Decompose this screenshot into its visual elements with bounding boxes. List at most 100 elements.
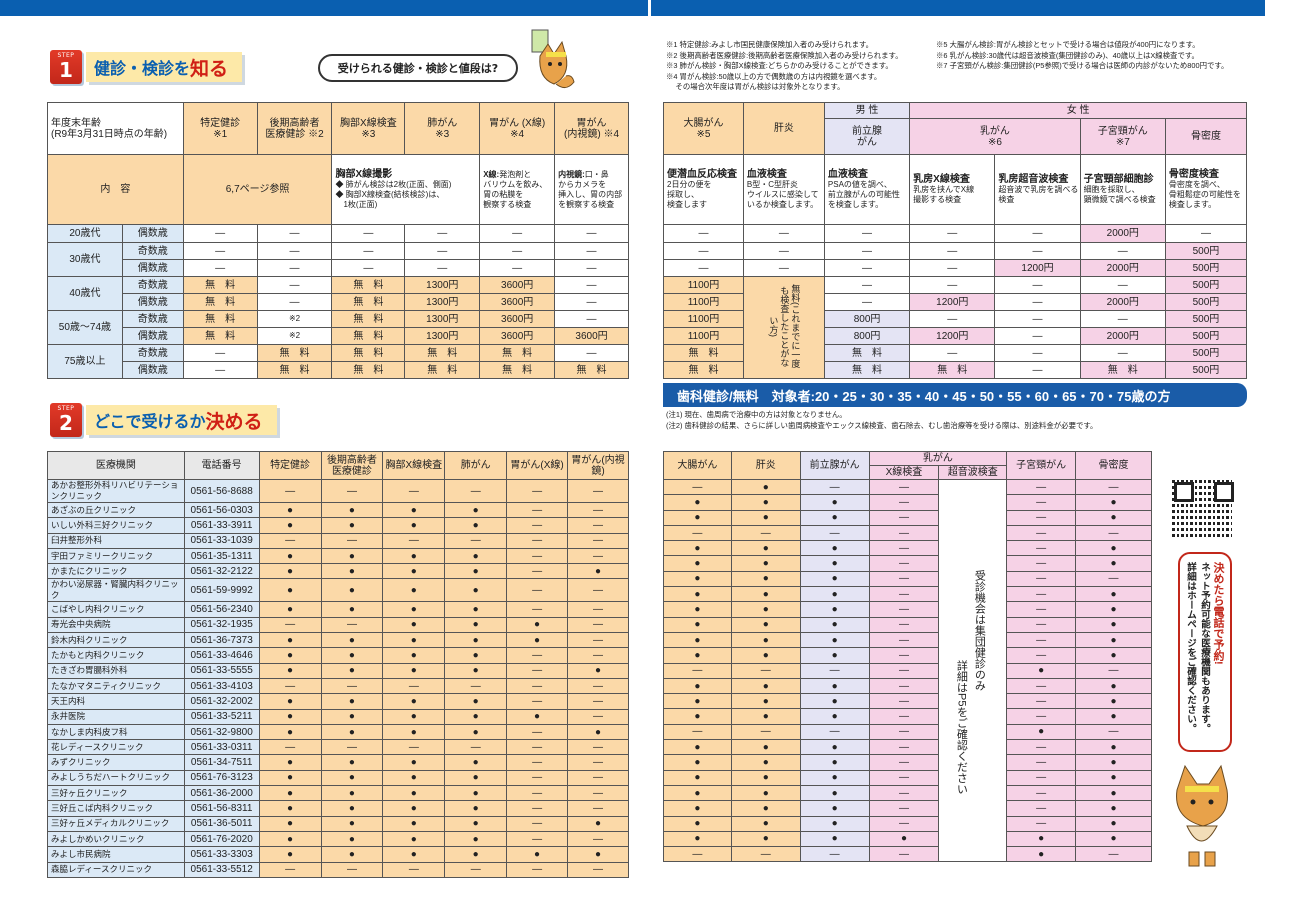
service-cell: — — [258, 532, 322, 549]
service-cell: ● — [1075, 677, 1152, 695]
service-cell: ● — [1075, 769, 1152, 786]
table-row: 三好ヶ丘クリニック 0561-36-2000 ● ● ● ● — — — [47, 785, 629, 802]
service-cell: ● — [730, 647, 801, 664]
table-row: ● ● ● — — ● — [663, 708, 1152, 725]
speech-bubble: 受けられる健診・検診と値段は? — [318, 54, 518, 82]
service-cell: — — [1006, 586, 1077, 603]
service-cell: — — [730, 662, 801, 679]
service-cell: — — [799, 846, 870, 863]
table-row: みよしうちだハートクリニック 0561-76-3123 ● ● ● ● — — — [47, 769, 629, 787]
service-cell: ● — [730, 540, 801, 557]
service-cell: ● — [663, 555, 732, 572]
service-cell: ● — [567, 662, 629, 679]
service-cell: ● — [567, 723, 629, 741]
service-cell: — — [868, 586, 940, 603]
service-cell: ● — [663, 708, 732, 725]
service-cell: — — [1075, 723, 1152, 741]
qr-code-icon[interactable] — [1172, 480, 1234, 540]
table-row: ● ● ● — — ● — [663, 509, 1152, 526]
service-cell: ● — [382, 800, 446, 817]
service-cell: ● — [258, 846, 322, 863]
table-row: ● ● ● — — ● — [663, 693, 1152, 710]
service-cell: ● — [258, 769, 322, 787]
service-cell: — — [444, 861, 508, 878]
service-cell: — — [506, 563, 569, 580]
service-cell: — — [868, 509, 940, 526]
service-cell: — — [1006, 631, 1077, 649]
service-cell: — — [1006, 494, 1077, 511]
service-cell: — — [868, 708, 940, 725]
clinic-phone: 0561-59-9992 — [183, 578, 260, 603]
table-row: 三好ヶ丘メディカルクリニック 0561-36-5011 ● ● ● ● — ● — [47, 815, 629, 832]
service-cell: ● — [663, 586, 732, 603]
service-cell: ● — [258, 723, 322, 741]
clinic-name: 永井医院 — [47, 708, 185, 725]
service-cell: — — [258, 739, 322, 756]
service-cell: — — [868, 677, 940, 695]
table-row: ● ● ● — — ● — [663, 555, 1152, 572]
service-cell: ● — [663, 815, 732, 832]
clinic-phone: 0561-34-7511 — [183, 754, 260, 771]
step1-badge: STEP 1 — [50, 50, 82, 84]
service-cell: ● — [663, 784, 732, 802]
service-cell: ● — [730, 677, 801, 695]
service-cell: ● — [382, 547, 446, 565]
service-cell: ● — [1075, 800, 1152, 817]
service-cell: — — [567, 578, 629, 603]
service-cell: — — [444, 479, 508, 503]
service-cell: ● — [663, 647, 732, 664]
service-cell: — — [506, 677, 569, 695]
group-exam-note: 受診機会は集団健診のみ 詳細はP5をご確認ください — [938, 478, 1008, 863]
service-cell: ● — [1075, 815, 1152, 832]
service-cell: ● — [663, 631, 732, 649]
service-cell: — — [506, 479, 569, 503]
service-cell: — — [567, 861, 629, 878]
clinic-name: みずクリニック — [47, 754, 185, 771]
service-cell: — — [506, 547, 569, 565]
service-cell: — — [1006, 509, 1077, 526]
service-cell: ● — [258, 785, 322, 802]
service-cell: — — [868, 754, 940, 771]
service-cell: — — [1006, 708, 1077, 725]
clinic-phone: 0561-33-1039 — [183, 532, 260, 549]
service-cell: ● — [382, 769, 446, 787]
service-cell: — — [1006, 693, 1077, 710]
service-cell: ● — [320, 517, 384, 534]
service-cell: ● — [730, 815, 801, 832]
service-cell: ● — [730, 769, 801, 786]
service-cell: ● — [799, 647, 870, 664]
service-cell: ● — [258, 815, 322, 832]
service-cell: ● — [320, 647, 384, 664]
service-cell: ● — [320, 769, 384, 787]
table-row: たかもと内科クリニック 0561-33-4646 ● ● ● ● — — — [47, 647, 629, 664]
service-cell: ● — [799, 693, 870, 710]
service-cell: — — [506, 830, 569, 848]
service-cell: — — [320, 739, 384, 756]
clinic-name: あかお整形外科リハビリテーションクリニック — [47, 479, 185, 503]
price-table-left: 年度末年齢 (R9年3月31日時点の年齢) 特定健診 ※1 後期高齢者 医療健診 ※2… — [47, 102, 629, 379]
service-cell: ● — [730, 570, 801, 588]
step1-header: STEP 1 健診・検診を 知る — [50, 50, 243, 84]
service-cell: — — [1006, 616, 1077, 633]
service-cell: ● — [506, 632, 569, 649]
service-cell: — — [567, 632, 629, 649]
clinic-phone: 0561-33-5555 — [183, 662, 260, 679]
service-cell: — — [868, 846, 940, 863]
top-bar-right — [651, 0, 1265, 16]
table-row: — — — — — — — [663, 524, 1152, 542]
service-cell: ● — [730, 555, 801, 572]
service-cell: ● — [1075, 647, 1152, 664]
service-cell: ● — [663, 693, 732, 710]
service-cell: ● — [1075, 754, 1152, 771]
service-cell: — — [567, 769, 629, 787]
table-row: 森脇レディースクリニック 0561-33-5512— — — — — — — [47, 861, 629, 878]
table-row: ● ● ● — — ● — [663, 769, 1152, 786]
service-cell: ● — [730, 631, 801, 649]
service-cell: — — [506, 769, 569, 787]
table-row: ● ● ● — — ● — [663, 631, 1152, 649]
table-row: — ● — — 受診機会は集団健診のみ 詳細はP5をご確認ください — — — [663, 478, 1152, 863]
service-cell: — — [320, 616, 384, 634]
service-cell: ● — [799, 601, 870, 618]
service-cell: ● — [258, 601, 322, 618]
service-cell: — — [382, 677, 446, 695]
